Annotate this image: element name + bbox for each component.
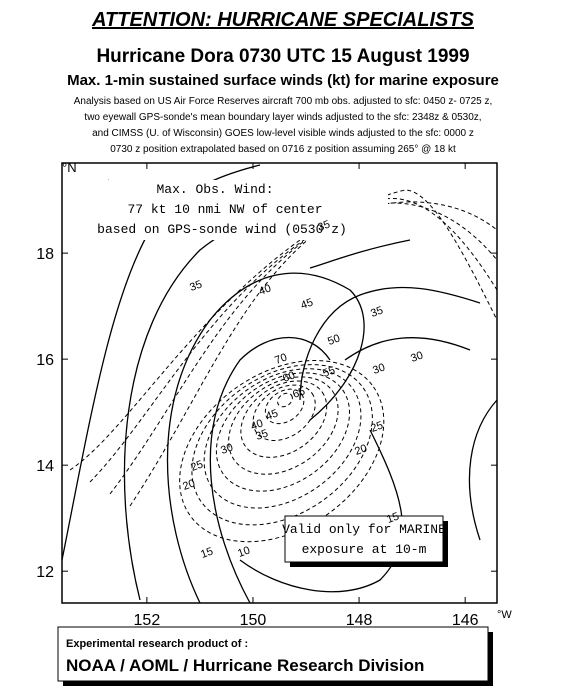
- max-wind-note: Max. Obs. Wind:: [156, 182, 273, 197]
- contour-label: 40: [249, 417, 265, 432]
- contour: [252, 384, 316, 441]
- note-background: [70, 180, 388, 240]
- contour: [277, 392, 293, 408]
- lon-tick-label: 148: [346, 612, 373, 629]
- contour-label: 30: [371, 361, 387, 376]
- contour-label: 25: [369, 419, 385, 434]
- contour-label: 45: [264, 407, 280, 422]
- contour-label: 15: [199, 545, 215, 560]
- note: Analysis based on US Air Force Reserves …: [74, 96, 493, 107]
- contour-label: 20: [353, 442, 369, 457]
- lat-tick-label: 16: [36, 352, 54, 369]
- contour: [468, 399, 498, 541]
- subtitle: Max. 1-min sustained surface winds (kt) …: [67, 72, 499, 89]
- lat-tick-label: 12: [36, 564, 54, 581]
- footer-line: NOAA / AOML / Hurricane Research Divisio…: [66, 656, 424, 675]
- contour: [299, 286, 481, 401]
- contour: [239, 429, 403, 593]
- lat-unit: °N: [62, 160, 77, 175]
- note: 0730 z position extrapolated based on 07…: [110, 144, 456, 155]
- contour-label: 65: [291, 385, 307, 400]
- contour-label: 35: [369, 304, 385, 319]
- contour-label: 15: [385, 510, 401, 525]
- contour-label: 45: [299, 296, 315, 311]
- contour: [240, 380, 328, 458]
- contour-label: 55: [321, 364, 337, 379]
- contour-label: 30: [219, 441, 235, 456]
- contour-label: 10: [236, 544, 252, 559]
- max-wind-note: 77 kt 10 nmi NW of center: [127, 202, 322, 217]
- contour: [309, 239, 411, 269]
- valid-note: exposure at 10-m: [302, 542, 427, 557]
- contour-label: 35: [254, 427, 270, 442]
- lon-tick-label: 146: [452, 612, 479, 629]
- contour-label: 20: [181, 477, 197, 492]
- contour: [209, 337, 331, 604]
- contour: [215, 372, 351, 492]
- contour-label: 35: [316, 218, 332, 233]
- contour-label: 25: [189, 458, 205, 473]
- note: two eyewall GPS-sonde's mean boundary la…: [84, 112, 481, 123]
- contour: [203, 368, 362, 509]
- lat-tick-label: 18: [36, 246, 54, 263]
- contour-label: 35: [188, 278, 204, 293]
- footer-line: Experimental research product of :: [66, 638, 248, 650]
- contour: [191, 364, 373, 526]
- contour: [69, 201, 498, 471]
- contour: [166, 272, 365, 604]
- title: Hurricane Dora 0730 UTC 15 August 1999: [96, 46, 469, 67]
- lon-tick-label: 150: [240, 612, 267, 629]
- valid-box: [284, 515, 444, 563]
- lat-tick-label: 14: [36, 458, 54, 475]
- contour-label: 30: [409, 349, 425, 364]
- lon-unit: °W: [497, 609, 512, 621]
- contour-label: 60: [281, 369, 297, 384]
- contour: [264, 388, 305, 425]
- contours: [61, 164, 498, 604]
- contour: [179, 360, 385, 543]
- map: °N °W Max. Obs. Wind: 77 kt 10 nmi NW of…: [36, 160, 512, 629]
- contour-label: 70: [273, 351, 289, 366]
- contour: [228, 376, 339, 475]
- banner: ATTENTION: HURRICANE SPECIALISTS: [91, 9, 475, 31]
- contour-label: 40: [257, 282, 273, 297]
- footer-box: [57, 626, 489, 682]
- max-wind-note: based on GPS-sonde wind (0530 z): [97, 222, 347, 237]
- lon-tick-label: 152: [134, 612, 161, 629]
- contour-label: 50: [326, 332, 342, 347]
- note: and CIMSS (U. of Wisconsin) GOES low-lev…: [92, 128, 474, 139]
- contour: [344, 337, 471, 361]
- valid-note: Valid only for MARINE: [282, 522, 446, 537]
